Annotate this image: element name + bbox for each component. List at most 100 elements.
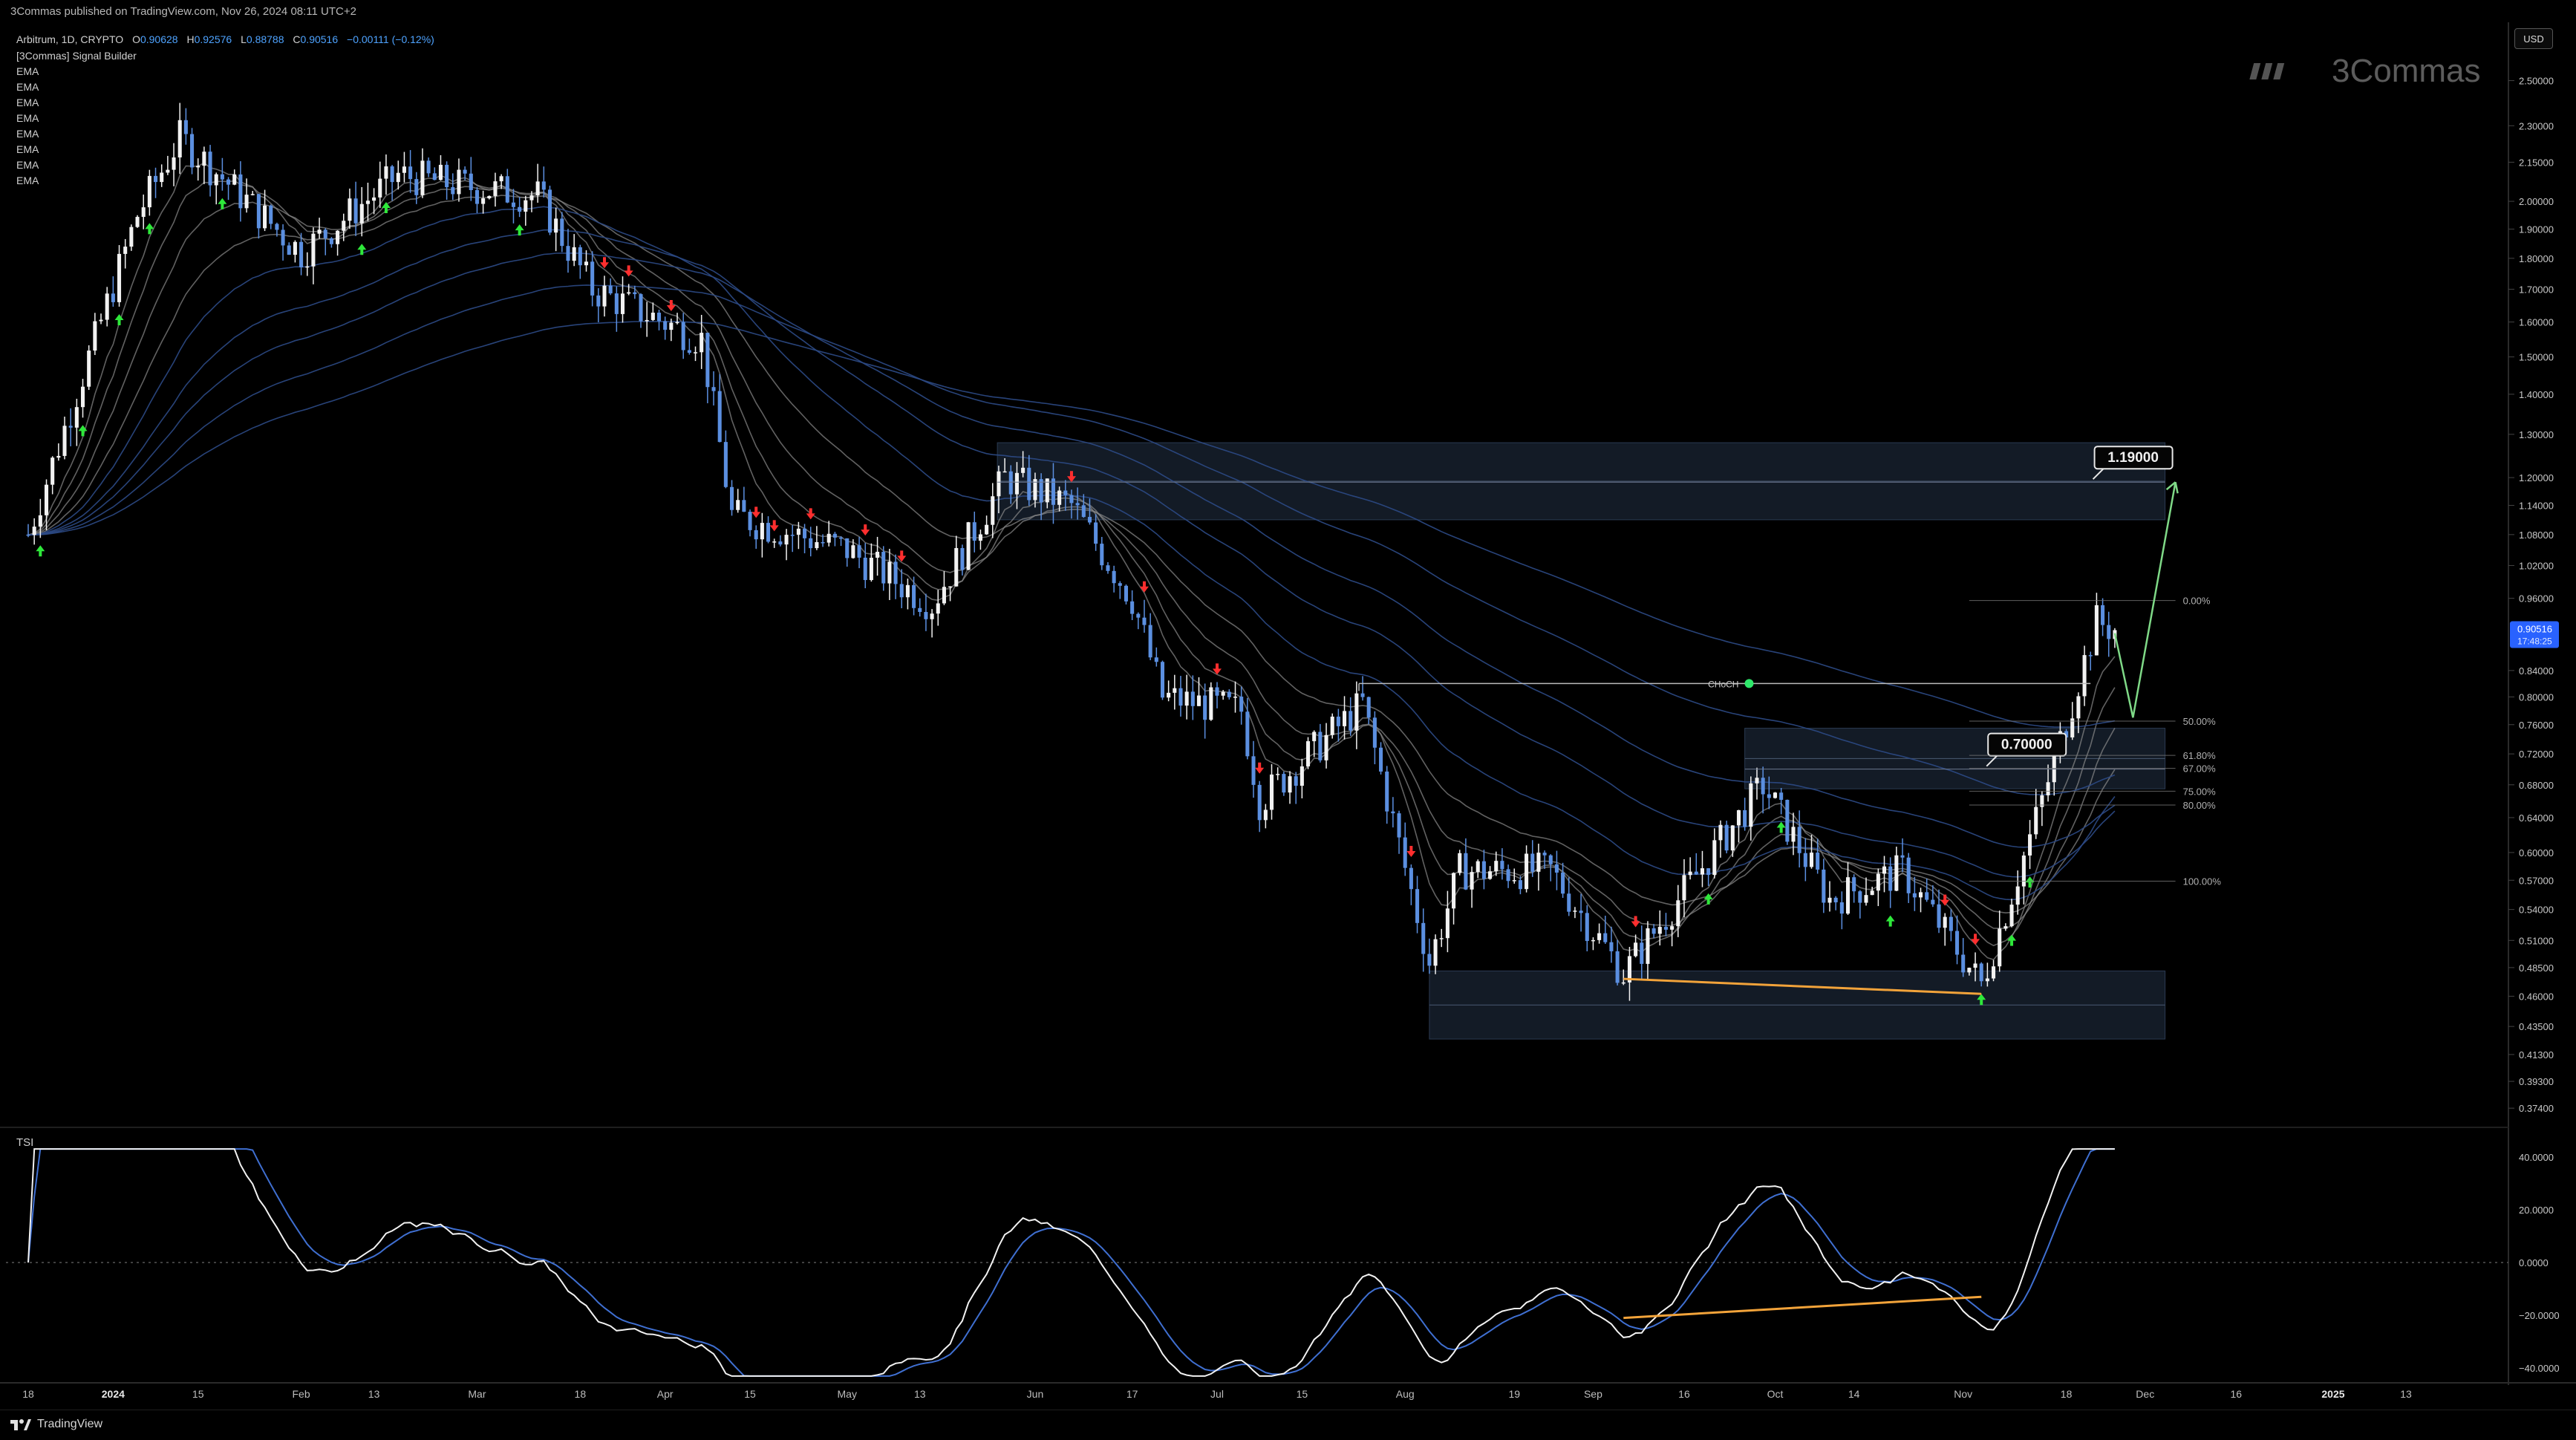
time-tick-label: 2024 — [102, 1388, 125, 1400]
candle-body — [269, 205, 273, 224]
candle-body — [135, 217, 140, 227]
candle-body — [705, 333, 710, 388]
candle-body — [1749, 783, 1753, 827]
candle-body — [1597, 933, 1602, 940]
candle-body — [524, 200, 528, 212]
candle-body — [1973, 963, 1977, 968]
ema-line — [27, 284, 2116, 795]
candle-body — [1427, 954, 1432, 966]
candle-body — [396, 172, 400, 183]
candle-body — [1512, 880, 1516, 882]
tsi-tick-label: 0.0000 — [2519, 1257, 2549, 1268]
candle-body — [1063, 490, 1068, 495]
candle-body — [1312, 732, 1317, 742]
candle-body — [2009, 905, 2014, 927]
brand-name: TradingView — [37, 1418, 103, 1430]
price-tick-label: 2.30000 — [2519, 120, 2554, 131]
candle-body — [220, 174, 224, 180]
candle-body — [1998, 928, 2002, 967]
candle-body — [1912, 893, 1917, 898]
time-tick-label: 16 — [2230, 1388, 2242, 1400]
candle-body — [390, 166, 394, 183]
candle-body — [547, 189, 552, 233]
buy-signal-arrow — [78, 425, 88, 437]
tradingview-brand[interactable]: TradingView — [10, 1417, 102, 1432]
candle-body — [1761, 778, 1765, 795]
candle-body — [645, 319, 649, 322]
tsi-axis: 40.0000 20.0000 0.0000 −20.0000 −40.0000 — [2519, 1152, 2560, 1374]
currency-button[interactable]: USD — [2514, 28, 2553, 49]
candle-body — [1057, 490, 1062, 505]
candle-body — [1148, 625, 1152, 658]
candle-body — [620, 293, 625, 314]
low-label: L — [241, 33, 247, 45]
sell-signal-arrow — [1631, 916, 1640, 928]
indicator-label: EMA — [16, 143, 39, 155]
candle-body — [342, 221, 346, 231]
candle-body — [1087, 517, 1092, 523]
candle-body — [742, 500, 746, 512]
projection-arrowhead — [2165, 481, 2179, 494]
candle-body — [202, 152, 206, 166]
candle-body — [1488, 871, 1493, 879]
candle-body — [839, 537, 844, 539]
candle-body — [948, 586, 953, 588]
ema-line — [27, 206, 2116, 901]
candle-body — [1233, 697, 1238, 698]
candle-body — [1209, 687, 1213, 720]
candle-body — [985, 524, 989, 535]
price-tick-label: 0.41300 — [2519, 1049, 2554, 1061]
candle-body — [1882, 866, 1887, 874]
candle-body — [954, 547, 959, 587]
candle-body — [1257, 784, 1262, 821]
candle-body — [50, 457, 55, 485]
candle-body — [172, 157, 176, 170]
sell-signal-arrow — [1971, 934, 1980, 945]
candle-body — [1773, 792, 1778, 798]
candle-body — [1518, 880, 1522, 890]
candle-body — [1196, 695, 1201, 706]
price-tick-label: 1.90000 — [2519, 224, 2554, 235]
candle-body — [529, 195, 534, 201]
candle-body — [154, 175, 158, 183]
candle-body — [1621, 982, 1626, 984]
time-axis[interactable]: 18 2024 15 Feb 13 Mar 18 Apr 15 May 13 Jun 17 Jul 15 Au… — [22, 1388, 2412, 1400]
sell-signal-arrow — [1213, 663, 1222, 675]
watermark-bar-3 — [2273, 63, 2285, 79]
candle-body — [2040, 795, 2044, 807]
candle-body — [1845, 877, 1851, 914]
candle-body — [899, 584, 904, 598]
candle-body — [336, 230, 340, 244]
candle-body — [881, 552, 886, 584]
candle-body — [1827, 897, 1832, 903]
candle-body — [196, 166, 200, 168]
price-axis[interactable]: 2.50000 2.30000 2.15000 2.00000 1.90000 1.800… — [2508, 76, 2559, 1115]
buy-signal-arrow — [2025, 876, 2035, 888]
sell-signal-arrow — [897, 550, 907, 562]
candle-body — [602, 285, 607, 307]
candle-body — [815, 542, 819, 549]
candle-body — [1712, 840, 1717, 876]
buy-signal-arrow — [515, 224, 524, 236]
candle-body — [675, 322, 679, 324]
buy-signal-arrow — [218, 198, 227, 209]
candle-body — [365, 201, 370, 204]
candle-body — [1949, 916, 1953, 931]
ema-ribbon — [27, 162, 2116, 961]
candle-body — [281, 229, 285, 246]
candle-body — [1190, 691, 1195, 706]
candle-body — [1464, 853, 1468, 890]
tsi-tick-label: −20.0000 — [2519, 1310, 2560, 1321]
candle-body — [1743, 809, 1747, 827]
candle-body — [991, 496, 995, 525]
time-tick-label: 16 — [1678, 1388, 1690, 1400]
candle-body — [1008, 471, 1013, 495]
candle-body — [1452, 873, 1456, 909]
high-label: H — [186, 33, 194, 45]
time-tick-label: Sep — [1584, 1388, 1602, 1400]
candle-body — [438, 164, 443, 180]
candle-body — [329, 238, 333, 244]
candle-body — [177, 120, 182, 157]
candle-body — [463, 169, 467, 174]
